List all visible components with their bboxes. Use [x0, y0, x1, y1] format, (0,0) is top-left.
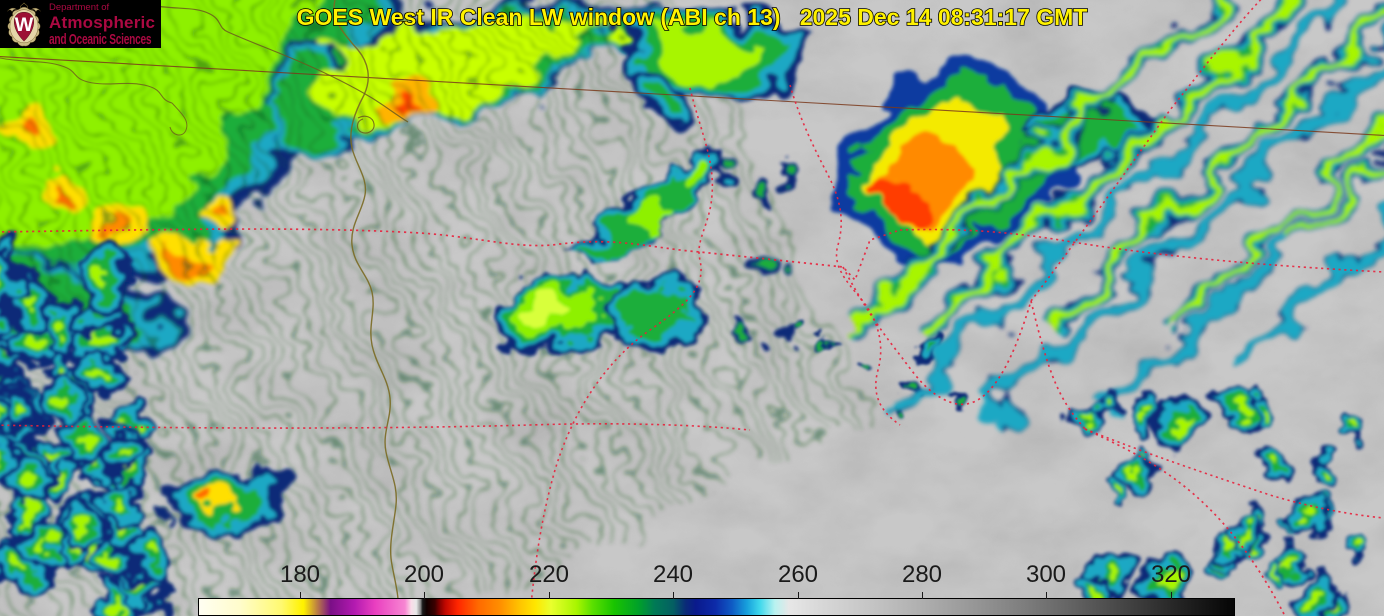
svg-text:W: W: [15, 14, 34, 36]
